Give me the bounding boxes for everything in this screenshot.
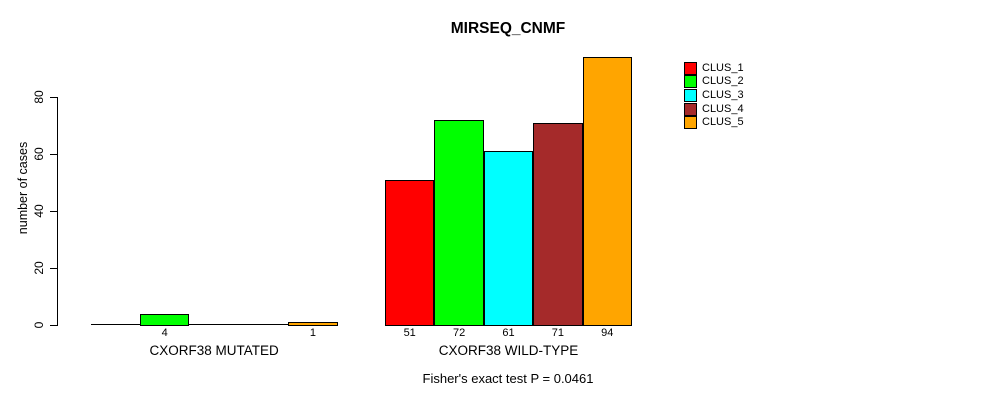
bar-value-label: 51 <box>403 327 416 339</box>
bar-value-label: 72 <box>452 327 466 339</box>
bar-value-label: 94 <box>601 327 614 339</box>
y-tick-label: 40 <box>31 204 46 218</box>
legend-swatch-clus_2 <box>684 75 697 89</box>
legend-swatch-clus_4 <box>684 102 697 116</box>
legend-label: CLUS_2 <box>702 75 744 88</box>
y-tick-label: 20 <box>31 261 46 275</box>
legend-row-clus_4: CLUS_4 <box>684 102 744 116</box>
y-tick-label: 80 <box>31 90 46 104</box>
y-tick <box>50 268 57 269</box>
legend: CLUS_1 CLUS_2 CLUS_3 CLUS_4 CLUS_5 <box>684 61 774 133</box>
y-axis <box>57 97 58 326</box>
y-tick <box>50 211 57 212</box>
bar-clus_4-group2 <box>533 122 583 326</box>
legend-row-clus_1: CLUS_1 <box>684 61 744 75</box>
legend-row-clus_5: CLUS_5 <box>684 116 744 130</box>
y-tick-label: 0 <box>31 321 46 329</box>
legend-swatch-clus_3 <box>684 88 697 102</box>
legend-swatch-clus_5 <box>684 116 697 130</box>
bar-value-label: 1 <box>309 327 316 339</box>
bar-clus_5-group1 <box>288 322 338 326</box>
bar-value-label: 4 <box>161 327 168 339</box>
bar-clus_5-group2 <box>582 57 632 326</box>
fisher-caption: Fisher's exact test P = 0.0461 <box>422 371 594 386</box>
legend-label: CLUS_4 <box>702 102 744 115</box>
legend-row-clus_3: CLUS_3 <box>684 88 744 102</box>
bar-clus_2-group1 <box>140 313 190 326</box>
bar-clus_4-group1-zero <box>238 324 289 325</box>
legend-label: CLUS_1 <box>702 61 744 74</box>
bar-clus_2-group2 <box>434 119 484 326</box>
group-label: CXORF38 MUTATED <box>149 343 279 358</box>
bar-value-label: 71 <box>551 327 565 339</box>
bar-clus_3-group1-zero <box>189 324 239 325</box>
legend-label: CLUS_5 <box>702 116 744 129</box>
y-tick <box>50 325 57 326</box>
legend-swatch-clus_1 <box>684 61 697 75</box>
bar-clus_1-group2 <box>385 179 435 326</box>
y-tick <box>50 154 57 155</box>
legend-label: CLUS_3 <box>702 88 744 101</box>
group-label: CXORF38 WILD-TYPE <box>438 343 579 358</box>
y-tick <box>50 97 57 98</box>
bar-clus_3-group2 <box>483 151 534 326</box>
chart-title: MIRSEQ_CNMF <box>450 20 566 37</box>
bar-value-label: 61 <box>502 327 515 339</box>
legend-row-clus_2: CLUS_2 <box>684 75 744 89</box>
bar-clus_1-group1-zero <box>90 324 140 325</box>
y-tick-label: 60 <box>31 147 46 161</box>
